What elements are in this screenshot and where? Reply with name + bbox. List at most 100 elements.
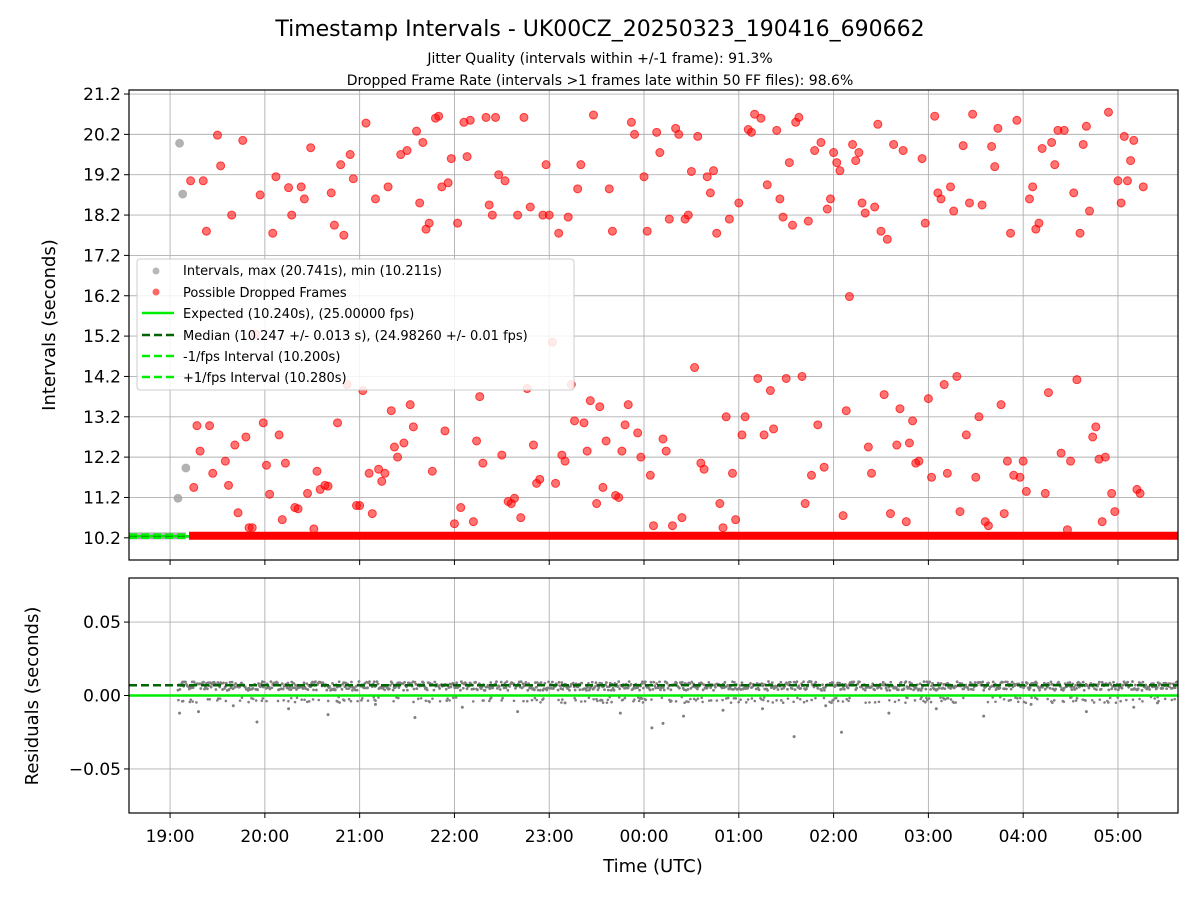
residual-band-point <box>840 687 843 691</box>
residual-band-point <box>1131 698 1135 701</box>
residual-band-point <box>918 682 922 686</box>
residual-band-point <box>230 680 234 684</box>
residual-band-point <box>805 699 809 703</box>
residual-outlier-point-12 <box>618 711 622 715</box>
dropped-frame-point-279 <box>1075 228 1085 238</box>
residual-band-point <box>855 686 859 690</box>
residual-band-point <box>1081 680 1085 684</box>
residual-band-point <box>520 686 524 690</box>
residual-band-point <box>820 688 823 692</box>
residual-band-point <box>1009 698 1012 702</box>
dropped-frame-point-12 <box>227 210 237 220</box>
residual-band-point <box>665 681 669 685</box>
residual-band-point <box>799 686 803 690</box>
residual-band-point <box>240 696 244 700</box>
dropped-frame-point-250 <box>983 521 993 531</box>
residual-band-point <box>293 700 297 704</box>
dropped-frame-point-178 <box>756 113 766 123</box>
dropped-frame-point-167 <box>721 412 731 422</box>
residual-band-point <box>712 688 715 692</box>
dropped-frame-point-222 <box>895 404 905 414</box>
residual-band-point <box>508 684 512 688</box>
residual-band-point <box>1054 687 1058 691</box>
residual-band-point <box>392 699 395 703</box>
residual-band-point <box>1001 680 1005 684</box>
dropped-frame-point-59 <box>380 468 390 478</box>
residual-band-point <box>929 687 933 691</box>
x-tick-label-03-00: 03:00 <box>904 827 953 847</box>
residual-band-point <box>621 698 625 702</box>
residual-band-point <box>1108 696 1112 700</box>
residual-band-point <box>617 680 621 684</box>
residual-band-point <box>252 697 255 701</box>
dropped-frame-point-69 <box>412 126 422 136</box>
y-tick-label-12-2: 12.2 <box>83 448 121 468</box>
residual-band-point <box>687 700 690 704</box>
dropped-frame-point-280 <box>1078 139 1088 149</box>
dropped-frame-point-25 <box>271 172 281 182</box>
residual-band-point <box>675 681 678 685</box>
dropped-frame-point-204 <box>838 511 848 521</box>
dropped-frame-point-164 <box>712 228 722 238</box>
residual-band-point <box>181 699 185 703</box>
dropped-frame-point-53 <box>361 118 371 128</box>
residual-band-point <box>482 699 485 702</box>
dropped-frame-point-7 <box>208 468 218 478</box>
residual-band-point <box>987 681 990 685</box>
residual-band-point <box>863 688 867 692</box>
dropped-frame-point-77 <box>437 182 447 192</box>
residual-band-point <box>538 688 542 692</box>
residual-band-point <box>885 688 889 692</box>
residual-band-point <box>626 686 630 690</box>
residual-band-point <box>692 697 696 701</box>
residual-band-point <box>189 698 193 701</box>
dropped-frame-point-128 <box>598 482 608 492</box>
residual-outlier-point-15 <box>682 714 686 718</box>
dropped-frame-point-254 <box>996 400 1006 410</box>
residual-band-point <box>616 685 620 688</box>
residual-band-point <box>1141 680 1145 684</box>
dropped-frame-point-4 <box>198 176 208 186</box>
residual-band-point <box>982 688 986 692</box>
residual-band-point <box>222 681 225 685</box>
residual-band-point <box>928 680 932 684</box>
residual-band-point <box>432 688 436 692</box>
dropped-frame-point-248 <box>977 200 987 210</box>
residual-band-point <box>405 688 409 692</box>
residual-band-point <box>848 696 851 700</box>
dropped-frame-point-208 <box>851 156 861 166</box>
residual-band-point <box>415 687 419 691</box>
residual-band-point <box>877 700 881 704</box>
residual-band-point <box>356 699 359 703</box>
dropped-frame-point-81 <box>449 519 459 529</box>
residual-band-point <box>1074 699 1078 702</box>
residual-band-point <box>641 701 645 704</box>
residual-band-point <box>1126 680 1130 684</box>
dropped-frame-point-188 <box>788 220 798 230</box>
dropped-frame-point-67 <box>405 400 415 410</box>
residual-band-point <box>413 680 417 684</box>
residual-band-point <box>986 700 990 704</box>
residual-band-point <box>489 696 493 699</box>
residual-band-point <box>707 699 711 702</box>
residual-band-point <box>1116 688 1120 692</box>
dropped-frame-point-16 <box>241 432 251 442</box>
dropped-frame-point-247 <box>974 412 984 422</box>
dropped-frame-point-120 <box>573 184 583 194</box>
residual-band-point <box>1112 680 1115 684</box>
residual-band-point <box>372 680 376 684</box>
residual-band-point <box>311 698 315 701</box>
residual-band-point <box>376 682 380 686</box>
residual-band-point <box>496 687 499 690</box>
residual-band-point <box>846 686 850 690</box>
residual-band-point <box>343 699 346 702</box>
dropped-frame-point-125 <box>588 110 598 120</box>
residual-band-point <box>459 688 462 692</box>
residual-band-point <box>530 698 534 702</box>
residual-band-point <box>1010 680 1014 684</box>
residual-band-point <box>605 701 609 704</box>
residual-band-point <box>925 698 929 702</box>
dropped-frame-point-281 <box>1081 121 1091 131</box>
intervals-y-axis-label: Intervals (seconds) <box>39 239 60 411</box>
